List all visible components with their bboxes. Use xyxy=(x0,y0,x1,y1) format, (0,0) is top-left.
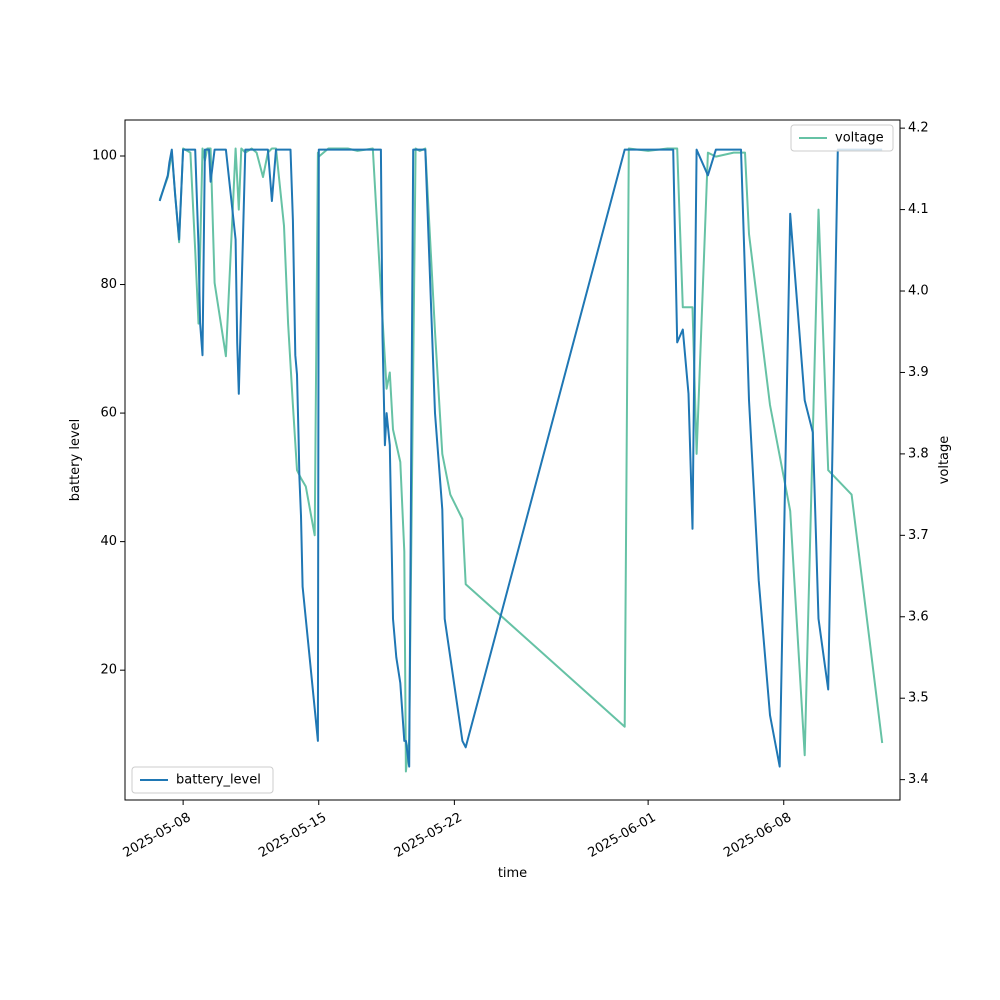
y2-tick-label: 3.7 xyxy=(908,528,929,543)
y2-axis-label: voltage xyxy=(937,436,952,485)
legend-battery-level: battery_level xyxy=(131,766,274,794)
y-tick-label: 100 xyxy=(92,148,117,163)
series-line-battery-level xyxy=(158,148,883,768)
x-axis-label: time xyxy=(498,866,527,881)
legend-label-voltage: voltage xyxy=(835,131,884,146)
y-tick-label: 20 xyxy=(100,663,117,678)
y2-tick-label: 4.2 xyxy=(908,121,929,136)
legend-voltage: voltage xyxy=(790,124,894,152)
y-tick-label: 60 xyxy=(100,406,117,421)
y-tick-label: 80 xyxy=(100,277,117,292)
y2-tick-label: 3.8 xyxy=(908,446,929,461)
legend-box xyxy=(131,766,274,794)
y2-tick-label: 3.5 xyxy=(908,691,929,706)
legend-label-battery-level: battery_level xyxy=(176,773,261,788)
y2-tick-label: 3.4 xyxy=(908,772,929,787)
plot-lines xyxy=(158,147,884,773)
y-axis-left: 20 40 60 80 100 xyxy=(92,148,125,678)
y-tick-label: 40 xyxy=(100,534,117,549)
axes-frame xyxy=(124,119,901,801)
y2-tick-label: 4.1 xyxy=(908,202,929,217)
y-axis-right: 3.4 3.5 3.6 3.7 3.8 3.9 4.0 4.1 4.2 xyxy=(900,121,929,787)
y2-tick-label: 3.9 xyxy=(908,365,929,380)
y2-tick-label: 4.0 xyxy=(908,284,929,299)
y2-tick-label: 3.6 xyxy=(908,609,929,624)
legend-box xyxy=(790,124,894,152)
y-axis-label: battery level xyxy=(68,419,83,502)
